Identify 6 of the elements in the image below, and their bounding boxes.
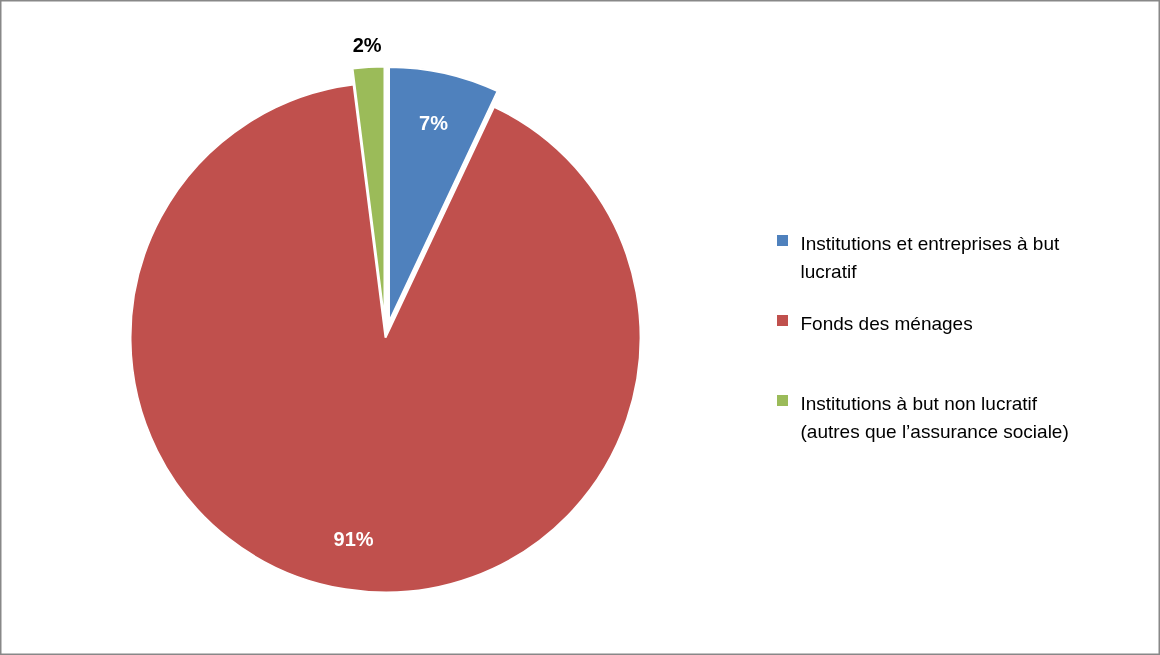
data-label: 2% — [352, 34, 382, 57]
data-label: 7% — [419, 111, 449, 134]
legend-label: Institutions et entreprises à but lucratif — [800, 232, 1060, 282]
data-label: 91% — [333, 527, 374, 550]
legend-label: Institutions à but non lucratif (autres que l’assurance sociale) — [800, 392, 1069, 442]
legend-label: Fonds des ménages — [800, 312, 973, 334]
